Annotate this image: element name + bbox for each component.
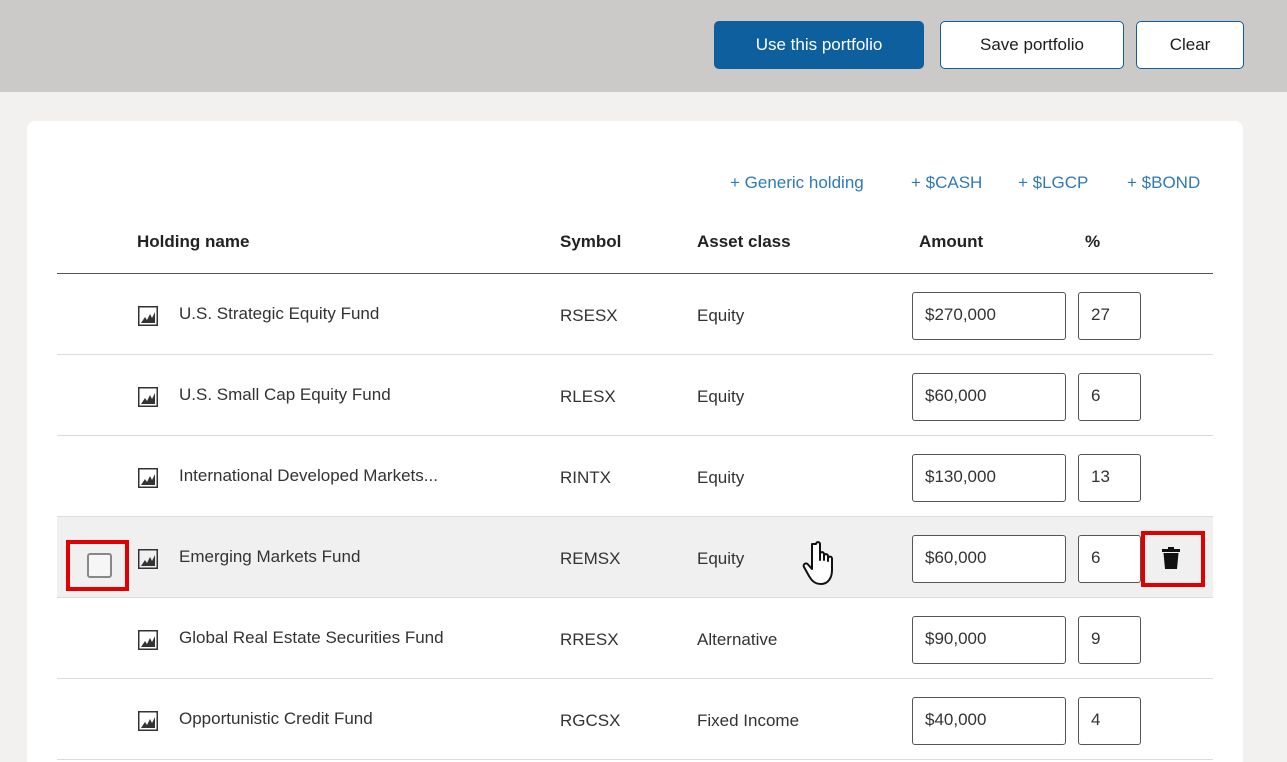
top-toolbar: Use this portfolio Save portfolio Clear bbox=[0, 0, 1287, 92]
fund-chart-icon bbox=[138, 306, 158, 326]
header-holding-name[interactable]: Holding name bbox=[137, 232, 250, 251]
amount-input[interactable]: $270,000 bbox=[912, 292, 1066, 340]
amount-input[interactable]: $90,000 bbox=[912, 616, 1066, 664]
holding-symbol: REMSX bbox=[560, 549, 621, 568]
holding-name[interactable]: U.S. Small Cap Equity Fund bbox=[179, 385, 391, 404]
fund-chart-icon bbox=[138, 468, 158, 488]
clear-button[interactable]: Clear bbox=[1136, 21, 1244, 69]
hand-pointer-icon bbox=[802, 541, 833, 585]
holding-asset-class: Equity bbox=[697, 387, 745, 406]
percent-input[interactable]: 4 bbox=[1078, 697, 1141, 745]
add-cash-link[interactable]: + $CASH bbox=[911, 173, 983, 192]
holding-asset-class: Equity bbox=[697, 468, 745, 487]
delete-highlight bbox=[1141, 531, 1205, 587]
holding-name[interactable]: Emerging Markets Fund bbox=[179, 547, 361, 566]
table-row[interactable]: U.S. Small Cap Equity Fund RLESX Equity … bbox=[57, 355, 1213, 436]
percent-input[interactable]: 6 bbox=[1078, 535, 1141, 583]
header-asset-class[interactable]: Asset class bbox=[697, 232, 791, 251]
holding-symbol: RLESX bbox=[560, 387, 616, 406]
amount-input[interactable]: $130,000 bbox=[912, 454, 1066, 502]
holding-symbol: RRESX bbox=[560, 630, 619, 649]
holding-asset-class: Equity bbox=[697, 549, 745, 568]
percent-input[interactable]: 27 bbox=[1078, 292, 1141, 340]
row-checkbox[interactable] bbox=[87, 553, 112, 578]
use-portfolio-button[interactable]: Use this portfolio bbox=[714, 21, 924, 69]
table-row[interactable]: U.S. Strategic Equity Fund RSESX Equity … bbox=[57, 274, 1213, 355]
add-bond-link[interactable]: + $BOND bbox=[1127, 173, 1201, 192]
holding-asset-class: Fixed Income bbox=[697, 711, 800, 730]
holding-asset-class: Equity bbox=[697, 306, 745, 325]
header-amount[interactable]: Amount bbox=[919, 232, 984, 251]
fund-chart-icon bbox=[138, 549, 158, 569]
header-percent[interactable]: % bbox=[1085, 232, 1101, 251]
holding-name[interactable]: Opportunistic Credit Fund bbox=[179, 709, 373, 728]
fund-chart-icon bbox=[138, 711, 158, 731]
table-header: Holding name Symbol Asset class Amount % bbox=[57, 226, 1213, 274]
save-portfolio-button[interactable]: Save portfolio bbox=[940, 21, 1124, 69]
holding-name[interactable]: International Developed Markets... bbox=[179, 466, 438, 485]
header-symbol[interactable]: Symbol bbox=[560, 232, 622, 251]
table-row-hovered[interactable]: Emerging Markets Fund REMSX Equity $60,0… bbox=[57, 517, 1213, 598]
add-generic-holding-link[interactable]: + Generic holding bbox=[730, 173, 864, 192]
holding-name[interactable]: U.S. Strategic Equity Fund bbox=[179, 304, 380, 323]
fund-chart-icon bbox=[138, 387, 158, 407]
table-row[interactable]: Global Real Estate Securities Fund RRESX… bbox=[57, 598, 1213, 679]
add-lgcp-link[interactable]: + $LGCP bbox=[1018, 173, 1089, 192]
amount-input[interactable]: $60,000 bbox=[912, 373, 1066, 421]
fund-chart-icon bbox=[138, 630, 158, 650]
holding-symbol: RSESX bbox=[560, 306, 618, 325]
percent-input[interactable]: 13 bbox=[1078, 454, 1141, 502]
table-row[interactable]: Opportunistic Credit Fund RGCSX Fixed In… bbox=[57, 679, 1213, 760]
holding-asset-class: Alternative bbox=[697, 630, 778, 649]
amount-input[interactable]: $60,000 bbox=[912, 535, 1066, 583]
table-row[interactable]: International Developed Markets... RINTX… bbox=[57, 436, 1213, 517]
holding-symbol: RINTX bbox=[560, 468, 611, 487]
row-select-highlight bbox=[66, 540, 129, 591]
amount-input[interactable]: $40,000 bbox=[912, 697, 1066, 745]
holding-name[interactable]: Global Real Estate Securities Fund bbox=[179, 628, 444, 647]
percent-input[interactable]: 6 bbox=[1078, 373, 1141, 421]
trash-icon[interactable] bbox=[1162, 547, 1180, 569]
holding-symbol: RGCSX bbox=[560, 711, 621, 730]
percent-input[interactable]: 9 bbox=[1078, 616, 1141, 664]
